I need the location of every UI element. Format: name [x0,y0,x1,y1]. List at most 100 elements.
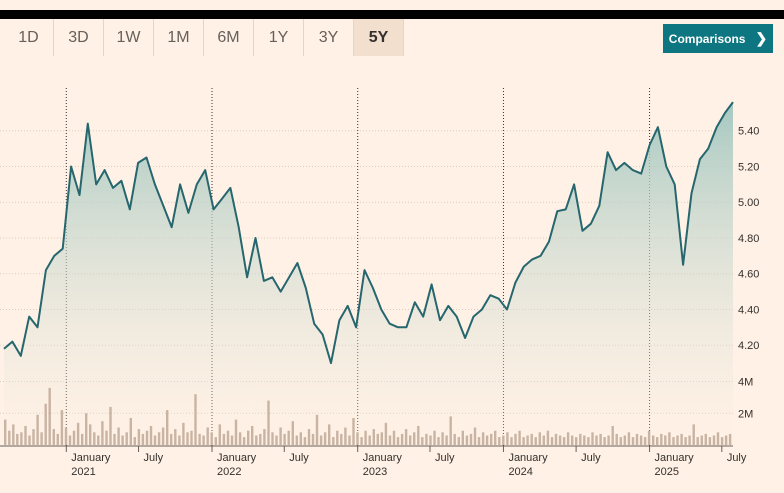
price-line [3,101,734,365]
volume-bar [16,433,19,445]
volume-bar [279,427,282,445]
volume-bar [56,433,59,445]
volume-bar [242,437,246,445]
volume-bar [510,437,513,445]
volume-bar [643,437,647,445]
volume-bar [481,432,485,445]
volume-bar [356,432,359,445]
volume-bar [627,432,631,445]
volume-bar [477,437,481,445]
volume-bar [198,433,201,445]
volume-bar [60,410,64,445]
volume-bars [4,387,732,445]
range-1d[interactable]: 1D [4,19,54,56]
volume-bar [255,435,258,445]
volume-bar [550,437,554,445]
volume-bar [494,430,497,445]
volume-bar [48,387,51,445]
volume-bar [469,433,473,445]
volume-bar [32,429,35,445]
volume-bar [623,435,626,445]
volume-bar [631,437,635,445]
range-3d[interactable]: 3D [54,19,104,56]
volume-tick-label: 4M [738,377,753,389]
volume-bar [340,433,343,445]
volume-bar [8,430,11,445]
volume-bar [161,427,165,445]
volume-bar [615,433,618,445]
volume-bar [247,430,250,445]
volume-axis: 4M 2M [738,377,753,421]
volume-bar [202,435,205,445]
volume-bar [4,419,7,445]
volume-bar [680,433,683,445]
range-6m[interactable]: 6M [204,19,254,56]
volume-bar [170,433,173,445]
volume-bar [315,414,319,445]
volume-bar [639,435,643,445]
y-tick-label: 5.40 [738,126,759,138]
volume-bar [457,437,460,445]
volume-bar [295,435,298,445]
volume-bar [696,437,699,445]
y-tick-label: 4.80 [738,233,759,245]
volume-bar [502,435,505,445]
volume-bar [688,435,691,445]
volume-bar [145,430,149,445]
volume-bar [137,429,141,445]
x-tick-label: July [727,452,747,464]
range-1m[interactable]: 1M [154,19,204,56]
volume-bar [299,432,302,445]
volume-bar [81,433,84,445]
top-rule [0,10,784,19]
volume-bar [660,433,663,445]
comparisons-button[interactable]: Comparisons ❯ [663,24,773,53]
volume-bar [117,427,120,445]
volume-bar [238,432,242,445]
volume-bar [287,430,290,445]
volume-bar [558,435,562,445]
volume-bar [619,437,622,445]
volume-bar [44,403,47,445]
volume-bar [388,435,392,445]
volume-bar [210,432,213,445]
volume-bar [575,437,578,445]
comparisons-label: Comparisons [668,31,746,46]
volume-bar [89,424,92,445]
volume-bar [323,432,327,445]
volume-bar [506,432,509,445]
volume-bar [595,435,598,445]
volume-bar [125,432,128,445]
range-5y[interactable]: 5Y [354,19,404,56]
x-tick-year: 2025 [655,466,679,478]
y-tick-label: 4.60 [738,269,759,281]
x-tick-year: 2022 [217,466,241,478]
volume-bar [453,433,456,445]
volume-bar [194,394,197,445]
x-tick-label: January [508,452,548,464]
volume-bar [538,432,541,445]
volume-bar [392,430,396,445]
volume-bar [498,437,501,445]
volume-bar [332,437,335,445]
volume-bar [93,432,96,445]
volume-bar [291,421,294,445]
volume-bar [141,433,145,445]
x-tick-label: July [435,452,455,464]
volume-bar [421,437,424,445]
volume-bar [234,419,238,445]
volume-bar [348,435,351,445]
volume-bar [36,414,39,445]
volume-bar [182,422,185,445]
x-axis: January 2021 July January 2022 July January 202… [0,445,747,478]
volume-bar [153,435,157,445]
range-1w[interactable]: 1W [104,19,154,56]
volume-bar [611,426,614,445]
volume-bar [449,416,452,445]
volume-bar [283,433,286,445]
volume-bar [109,406,112,445]
volume-bar [64,427,68,445]
range-3y[interactable]: 3Y [304,19,354,56]
range-1y[interactable]: 1Y [254,19,304,56]
